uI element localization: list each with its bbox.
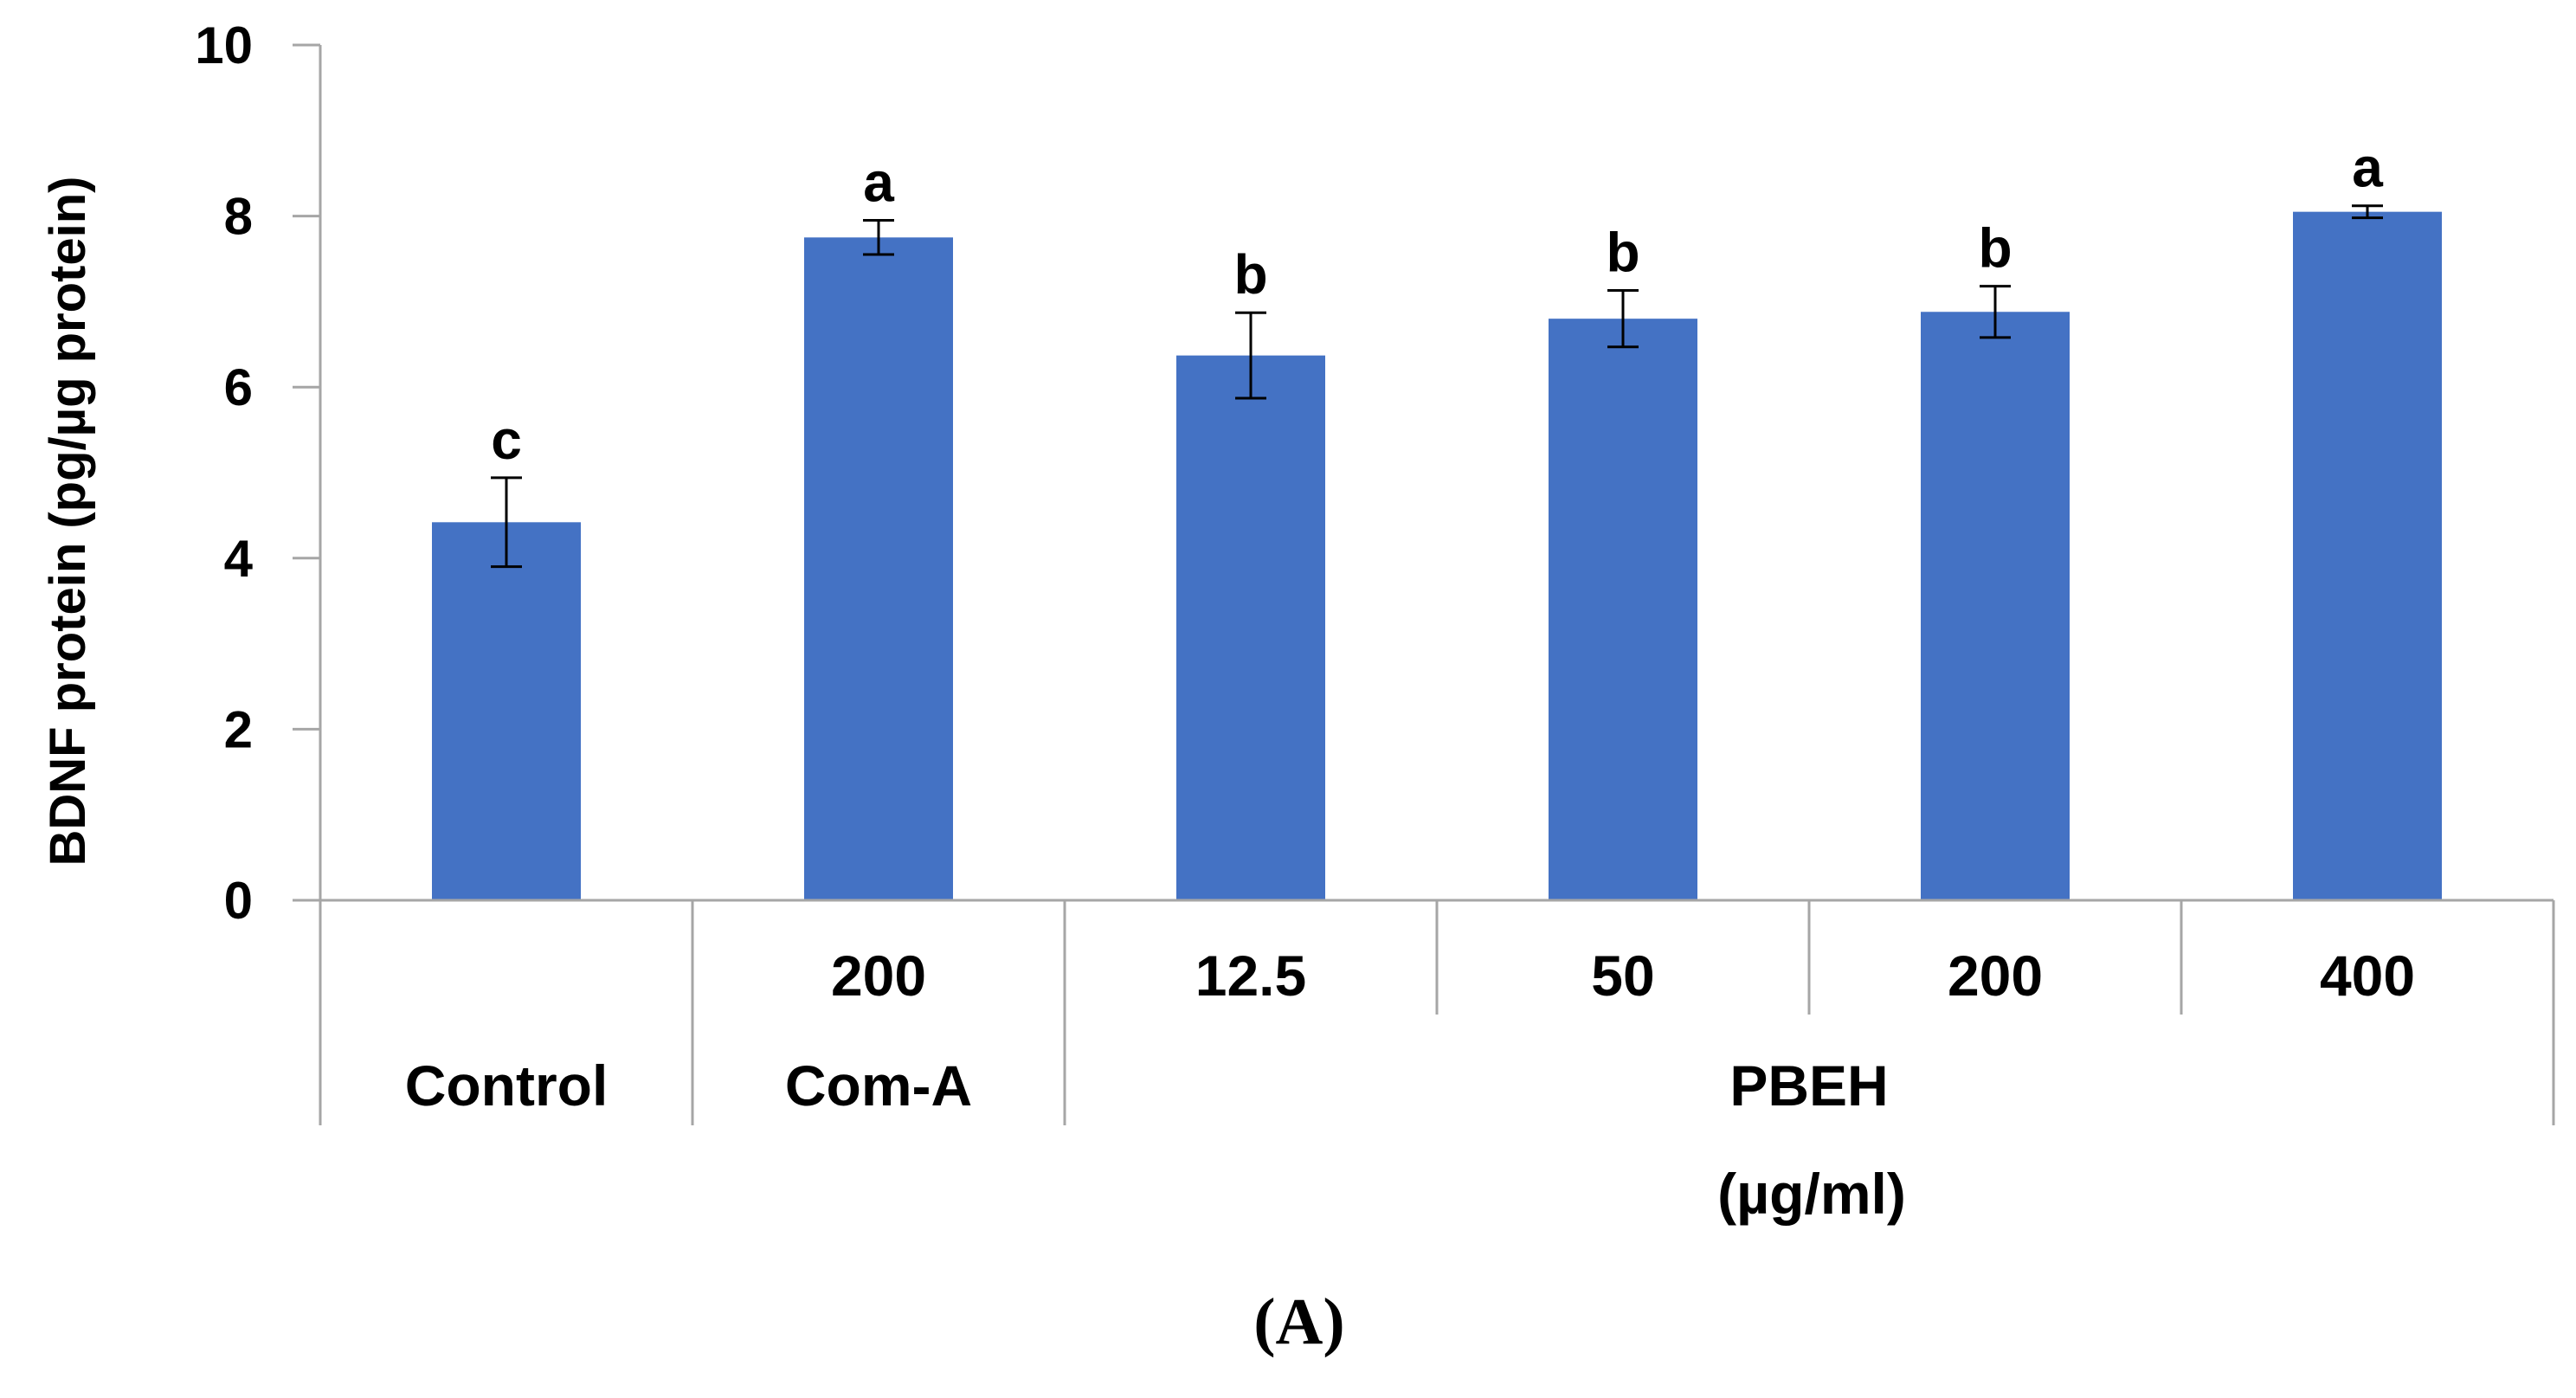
dose-label: 200 bbox=[1948, 944, 2043, 1008]
group-label: Com-A bbox=[785, 1053, 972, 1118]
dose-label: 12.5 bbox=[1195, 944, 1306, 1008]
error-bar bbox=[1980, 285, 2011, 339]
y-tick-label: 0 bbox=[224, 872, 253, 930]
group-label: PBEH bbox=[1729, 1053, 1888, 1118]
bar bbox=[804, 237, 953, 900]
y-tick-label: 10 bbox=[195, 16, 253, 74]
error-bar bbox=[1235, 311, 1266, 400]
significance-labels: c a b b b a bbox=[491, 137, 2383, 471]
significance-letter: c bbox=[491, 409, 522, 471]
group-label: Control bbox=[405, 1053, 609, 1118]
x-axis: 200 12.5 50 200 400 Control Com-A PBEH bbox=[319, 899, 2555, 1125]
y-axis-label: BDNF protein (pg/µg protein) bbox=[40, 177, 96, 867]
y-tick-label: 2 bbox=[224, 700, 253, 758]
significance-letter: a bbox=[863, 151, 894, 214]
dose-label: 400 bbox=[2320, 944, 2415, 1008]
dose-label: 50 bbox=[1591, 944, 1654, 1008]
y-tick-label: 4 bbox=[224, 530, 254, 588]
significance-letter: b bbox=[1978, 217, 2012, 280]
bar bbox=[1176, 355, 1325, 900]
bar bbox=[1549, 319, 1697, 900]
significance-letter: b bbox=[1606, 222, 1639, 284]
bar bbox=[432, 522, 581, 900]
bar bbox=[2293, 211, 2442, 900]
significance-letter: a bbox=[2352, 137, 2383, 199]
y-tick-label: 6 bbox=[224, 358, 253, 416]
error-bar bbox=[2352, 204, 2383, 220]
error-bar bbox=[1607, 289, 1639, 349]
y-axis: 0 2 4 6 8 10 bbox=[195, 16, 322, 930]
dose-label: 200 bbox=[831, 944, 926, 1008]
unit-label: (µg/ml) bbox=[1717, 1162, 1906, 1226]
bar bbox=[1921, 312, 2070, 901]
error-bar bbox=[491, 476, 522, 569]
error-bars bbox=[491, 204, 2383, 569]
significance-letter: b bbox=[1233, 243, 1267, 306]
error-bar bbox=[863, 219, 894, 256]
bars bbox=[432, 211, 2442, 901]
y-tick-label: 8 bbox=[224, 188, 253, 246]
panel-label: (A) bbox=[1253, 1285, 1345, 1358]
